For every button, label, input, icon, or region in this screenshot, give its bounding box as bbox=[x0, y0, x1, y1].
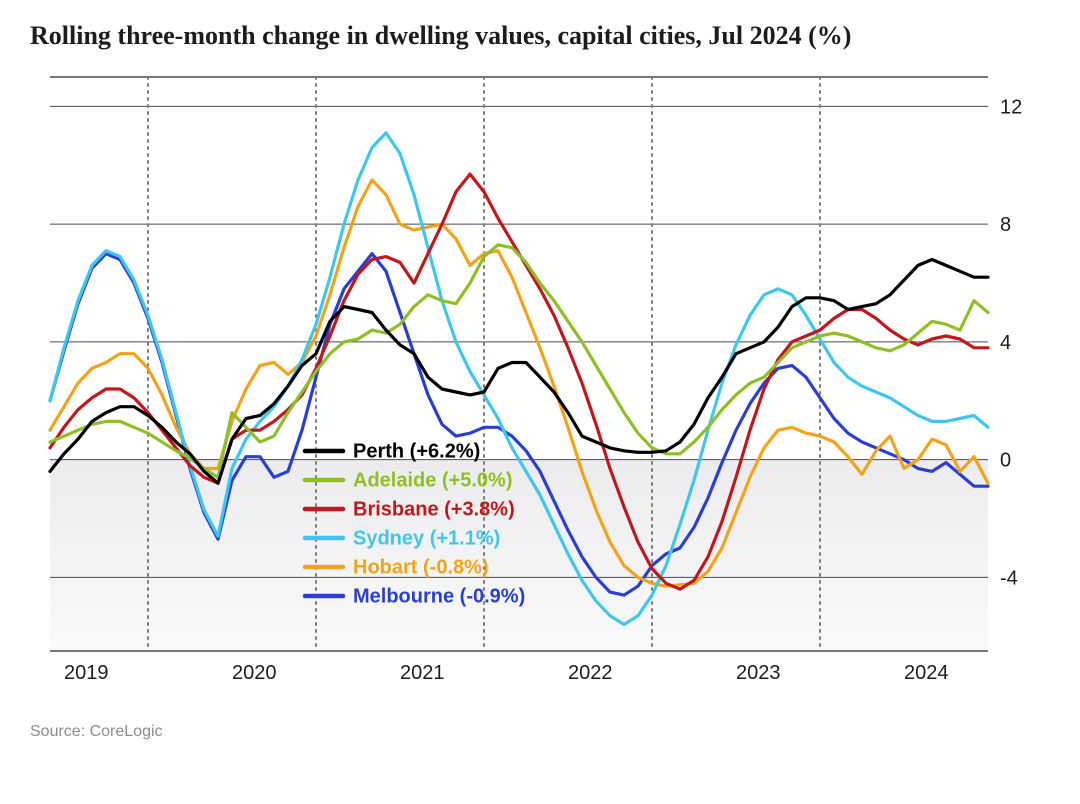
legend-label: Hobart (-0.8%) bbox=[353, 556, 489, 578]
x-tick-label: 2022 bbox=[568, 662, 613, 684]
legend-label: Sydney (+1.1%) bbox=[353, 527, 500, 549]
chart-svg: -4 0 4 8 12 2019 2020 2021 2022 2023 2024 Perth (+6… bbox=[30, 69, 1050, 709]
x-tick-label: 2023 bbox=[736, 662, 781, 684]
y-tick-label: 8 bbox=[1000, 214, 1011, 236]
x-tick-label: 2020 bbox=[232, 662, 277, 684]
legend-label: Brisbane (+3.8%) bbox=[353, 498, 515, 520]
legend-label: Perth (+6.2%) bbox=[353, 440, 480, 462]
y-tick-label: -4 bbox=[1000, 567, 1018, 589]
negative-band bbox=[50, 459, 988, 650]
x-tick-label: 2019 bbox=[64, 662, 109, 684]
source-label: Source: CoreLogic bbox=[30, 723, 1050, 741]
chart-title: Rolling three-month change in dwelling v… bbox=[30, 20, 1050, 53]
x-tick-label: 2024 bbox=[904, 662, 949, 684]
y-tick-label: 4 bbox=[1000, 331, 1011, 353]
x-tick-label: 2021 bbox=[400, 662, 445, 684]
y-tick-label: 12 bbox=[1000, 96, 1022, 118]
y-tick-label: 0 bbox=[1000, 449, 1011, 471]
legend-label: Adelaide (+5.0%) bbox=[353, 469, 513, 491]
chart-area: -4 0 4 8 12 2019 2020 2021 2022 2023 2024 Perth (+6… bbox=[30, 69, 1050, 709]
legend-label: Melbourne (-0.9%) bbox=[353, 585, 525, 607]
